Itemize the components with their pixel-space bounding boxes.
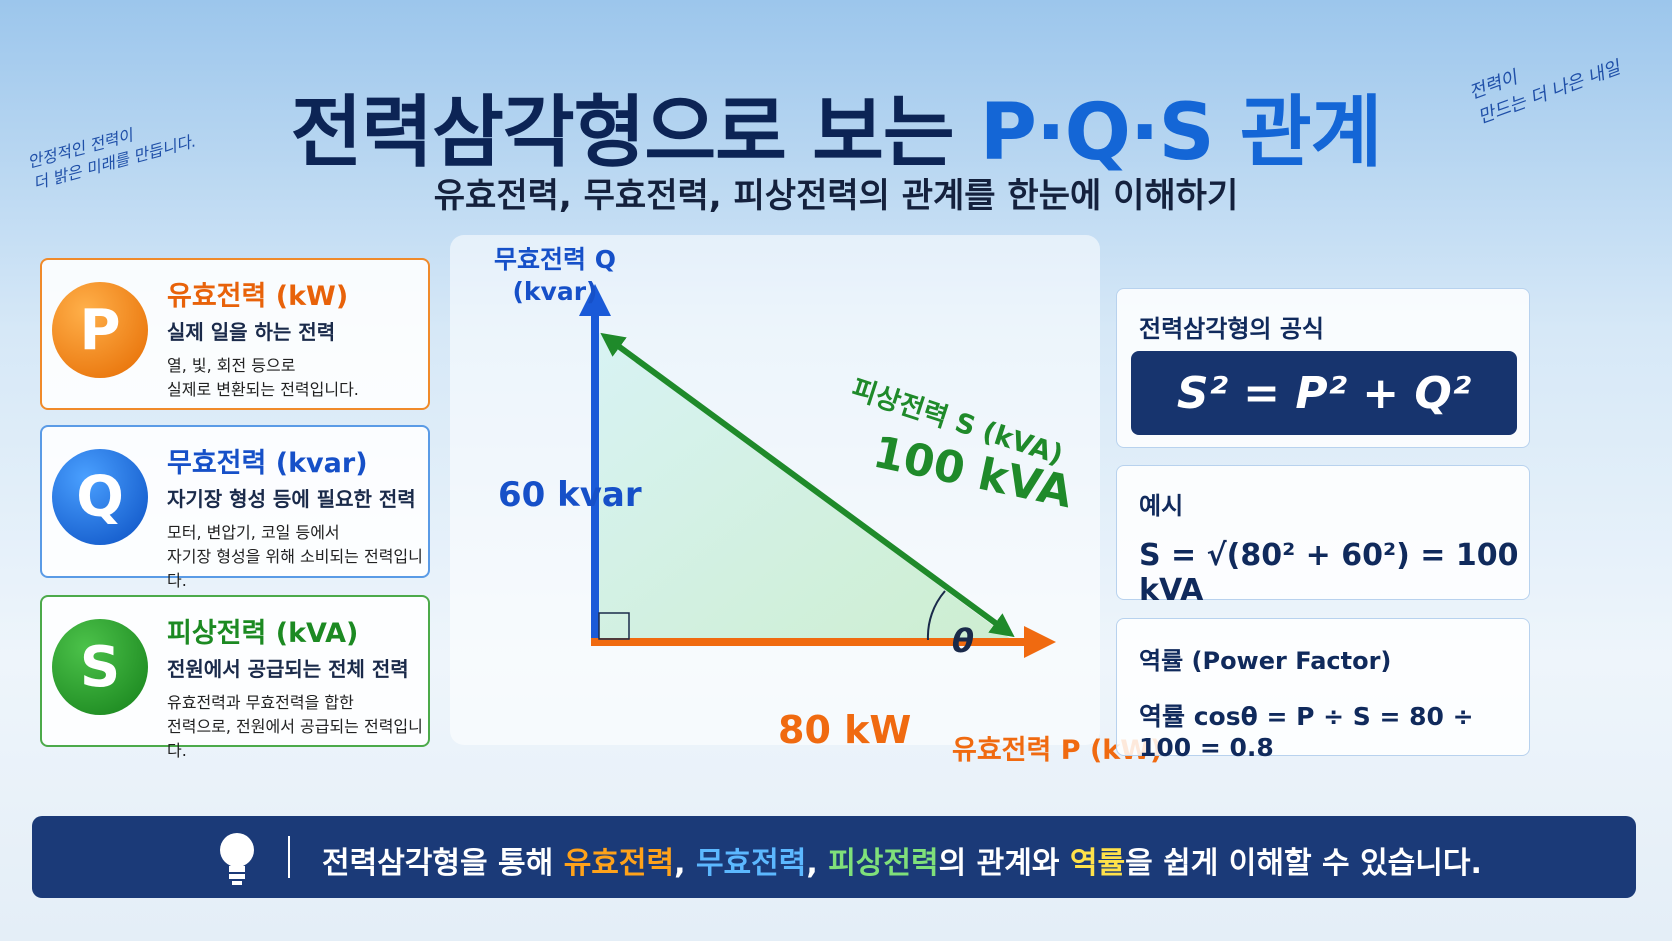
p-value: 80 kW bbox=[778, 708, 912, 752]
panel-title: 전력삼각형의 공식 bbox=[1139, 315, 1324, 343]
bulb-icon bbox=[220, 833, 254, 885]
footer-segment: , bbox=[674, 846, 696, 881]
panel-title: 예시 bbox=[1139, 492, 1184, 520]
triangle-diagram bbox=[450, 235, 1100, 745]
q-value: 60 kvar bbox=[498, 475, 642, 515]
desc-line: 전력으로, 전원에서 공급되는 전력입니다. bbox=[167, 717, 423, 760]
subtitle: 유효전력, 무효전력, 피상전력의 관계를 한눈에 이해하기 bbox=[433, 176, 1239, 216]
y-axis-label: 무효전력 Q (kvar) bbox=[470, 244, 640, 308]
footer-text: 전력삼각형을 통해 유효전력, 무효전력, 피상전력의 관계와 역률을 쉽게 이… bbox=[322, 838, 1482, 882]
card-title: 피상전력 (kVA) bbox=[167, 618, 359, 649]
desc-line: 실제로 변환되는 전력입니다. bbox=[167, 380, 359, 399]
title-main: 전력삼각형으로 보는 bbox=[290, 88, 980, 178]
title: 전력삼각형으로 보는 P·Q·S 관계 bbox=[0, 70, 1672, 182]
card-title: 유효전력 (kW) bbox=[167, 281, 349, 312]
footer-segment: 역률 bbox=[1069, 846, 1126, 881]
card-subtitle: 실제 일을 하는 전력 bbox=[167, 320, 336, 344]
formula-panel: 전력삼각형의 공식 S² = P² + Q² bbox=[1116, 288, 1530, 448]
desc-line: 자기장 형성을 위해 소비되는 전력입니다. bbox=[167, 547, 423, 590]
s-hypotenuse bbox=[600, 332, 1015, 638]
footer-segment: 의 관계와 bbox=[938, 846, 1070, 881]
card-s: S 피상전력 (kVA) 전원에서 공급되는 전체 전력 유효전력과 무효전력을… bbox=[40, 595, 430, 760]
angle-label: θ bbox=[952, 622, 974, 660]
footer-segment: 무효전력 bbox=[695, 846, 807, 881]
footer-segment: 전력삼각형을 통해 bbox=[322, 846, 564, 881]
example-formula: S = √(80² + 60²) = 100 kVA bbox=[1139, 538, 1519, 608]
card-letter: Q bbox=[52, 449, 148, 545]
title-accent: P·Q·S 관계 bbox=[979, 88, 1383, 178]
card-letter: S bbox=[52, 619, 148, 715]
desc-line: 모터, 변압기, 코일 등에서 bbox=[167, 523, 340, 542]
footer-segment: 을 쉽게 이해할 수 있습니다. bbox=[1125, 846, 1482, 881]
card-subtitle: 자기장 형성 등에 필요한 전력 bbox=[167, 487, 416, 511]
formula: S² = P² + Q² bbox=[1131, 351, 1517, 435]
right-angle bbox=[598, 612, 630, 640]
footer-banner: 전력삼각형을 통해 유효전력, 무효전력, 피상전력의 관계와 역률을 쉽게 이… bbox=[32, 816, 1636, 898]
card-letter: P bbox=[52, 282, 148, 378]
label-line: (kvar) bbox=[512, 277, 598, 306]
footer-segment: , bbox=[806, 846, 829, 881]
panel-title: 역률 (Power Factor) bbox=[1139, 647, 1392, 675]
pf-panel: 역률 (Power Factor) 역률 cosθ = P ÷ S = 80 ÷… bbox=[1116, 618, 1530, 762]
card-title: 무효전력 (kvar) bbox=[167, 448, 368, 479]
desc-line: 유효전력과 무효전력을 합한 bbox=[167, 693, 354, 712]
card-subtitle: 전원에서 공급되는 전체 전력 bbox=[167, 657, 409, 681]
footer-segment: 피상전력 bbox=[828, 846, 939, 881]
desc-line: 열, 빛, 회전 등으로 bbox=[167, 356, 296, 375]
footer-segment: 유효전력 bbox=[563, 846, 675, 881]
pf-formula: 역률 cosθ = P ÷ S = 80 ÷ 100 = 0.8 bbox=[1139, 702, 1474, 762]
card-q: Q 무효전력 (kvar) 자기장 형성 등에 필요한 전력 모터, 변압기, … bbox=[40, 425, 430, 590]
example-panel: 예시 S = √(80² + 60²) = 100 kVA bbox=[1116, 465, 1530, 608]
divider bbox=[288, 836, 290, 878]
angle-arc bbox=[926, 590, 946, 641]
label-line: 무효전력 Q bbox=[494, 245, 616, 274]
